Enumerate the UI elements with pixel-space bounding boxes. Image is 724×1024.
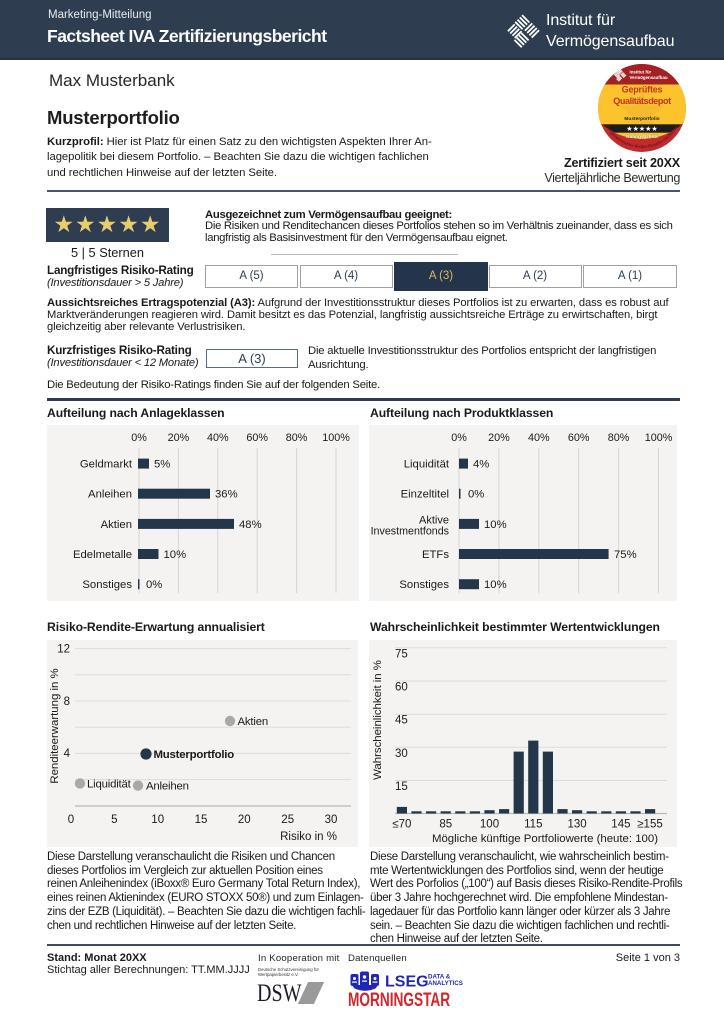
svg-text:Rating Q20XX: Rating Q20XX (626, 134, 659, 140)
svg-text:85: 85 (439, 819, 452, 831)
svg-text:40%: 40% (528, 432, 550, 444)
svg-text:10%: 10% (484, 579, 507, 591)
svg-text:80%: 80% (286, 432, 308, 444)
svg-text:10%: 10% (484, 519, 507, 531)
svg-text:Renditeerwartung in %: Renditeerwartung in % (49, 668, 61, 783)
svg-text:45: 45 (395, 715, 408, 727)
svg-text:75: 75 (395, 648, 408, 660)
svg-text:10: 10 (151, 814, 164, 826)
svg-text:5: 5 (111, 814, 117, 826)
svg-text:60%: 60% (246, 432, 268, 444)
svg-text:0: 0 (68, 814, 74, 826)
svg-text:8: 8 (64, 696, 70, 708)
svg-text:★★★★★: ★★★★★ (626, 125, 657, 133)
svg-text:Aktien: Aktien (238, 716, 268, 728)
svg-text:60%: 60% (568, 432, 590, 444)
svg-text:15: 15 (195, 814, 208, 826)
svg-text:≥155: ≥155 (637, 819, 663, 831)
svg-text:Vermögensaufbau: Vermögensaufbau (630, 75, 668, 80)
svg-text:≤70: ≤70 (392, 819, 411, 831)
svg-text:0%: 0% (451, 432, 467, 444)
svg-text:60: 60 (395, 682, 408, 694)
svg-text:100: 100 (480, 819, 499, 831)
svg-text:20%: 20% (488, 432, 510, 444)
svg-text:Aktien: Aktien (101, 519, 132, 531)
svg-text:48%: 48% (239, 519, 262, 531)
svg-text:145: 145 (611, 819, 630, 831)
svg-text:115: 115 (524, 819, 542, 831)
svg-text:Anleihen: Anleihen (146, 781, 189, 793)
svg-text:Edelmetalle: Edelmetalle (73, 549, 132, 561)
svg-text:Qualitätsdepot: Qualitätsdepot (613, 96, 671, 106)
svg-text:Liquidität: Liquidität (404, 459, 450, 471)
svg-text:Sonstiges: Sonstiges (82, 579, 132, 591)
svg-text:Wahrscheinlichkeit in %: Wahrscheinlichkeit in % (372, 660, 384, 780)
svg-text:ETFs: ETFs (422, 549, 449, 561)
svg-text:25: 25 (281, 814, 294, 826)
svg-text:4%: 4% (473, 459, 489, 471)
svg-text:10%: 10% (164, 549, 187, 561)
svg-text:DATA &: DATA & (428, 974, 451, 981)
svg-text:ANALYTICS: ANALYTICS (428, 980, 463, 987)
svg-text:LSEG: LSEG (385, 974, 429, 991)
svg-text:5%: 5% (154, 459, 170, 471)
svg-text:20: 20 (238, 814, 251, 826)
svg-text:Geprüftes: Geprüftes (622, 85, 663, 95)
svg-text:Aktive: Aktive (419, 515, 449, 527)
svg-text:Investmentfonds: Investmentfonds (371, 526, 449, 538)
svg-text:Institut für: Institut für (630, 70, 652, 75)
svg-text:Musterportfolio: Musterportfolio (154, 749, 235, 761)
svg-text:Anleihen: Anleihen (88, 489, 132, 501)
svg-text:0%: 0% (131, 432, 147, 444)
svg-text:Risiko in %: Risiko in % (280, 831, 337, 843)
svg-text:Liquidität: Liquidität (87, 779, 132, 791)
svg-text:30: 30 (325, 814, 338, 826)
svg-text:12: 12 (57, 644, 70, 656)
svg-text:75%: 75% (614, 549, 637, 561)
svg-text:Sonstiges: Sonstiges (399, 579, 449, 591)
svg-text:0%: 0% (146, 579, 162, 591)
svg-text:0%: 0% (468, 489, 484, 501)
svg-text:Musterportfolio: Musterportfolio (624, 116, 659, 122)
svg-text:Mögliche künftige Portfoliower: Mögliche künftige Portfoliowerte (heute:… (432, 833, 658, 845)
svg-text:4: 4 (64, 748, 71, 760)
svg-text:80%: 80% (608, 432, 630, 444)
svg-text:20%: 20% (168, 432, 190, 444)
svg-text:40%: 40% (207, 432, 229, 444)
svg-text:Geldmarkt: Geldmarkt (80, 459, 133, 471)
svg-text:15: 15 (395, 781, 408, 793)
svg-text:36%: 36% (215, 489, 238, 501)
svg-text:100%: 100% (322, 432, 350, 444)
svg-text:Einzeltitel: Einzeltitel (401, 489, 449, 501)
svg-text:30: 30 (395, 748, 408, 760)
svg-text:130: 130 (568, 819, 587, 831)
svg-text:100%: 100% (645, 432, 673, 444)
